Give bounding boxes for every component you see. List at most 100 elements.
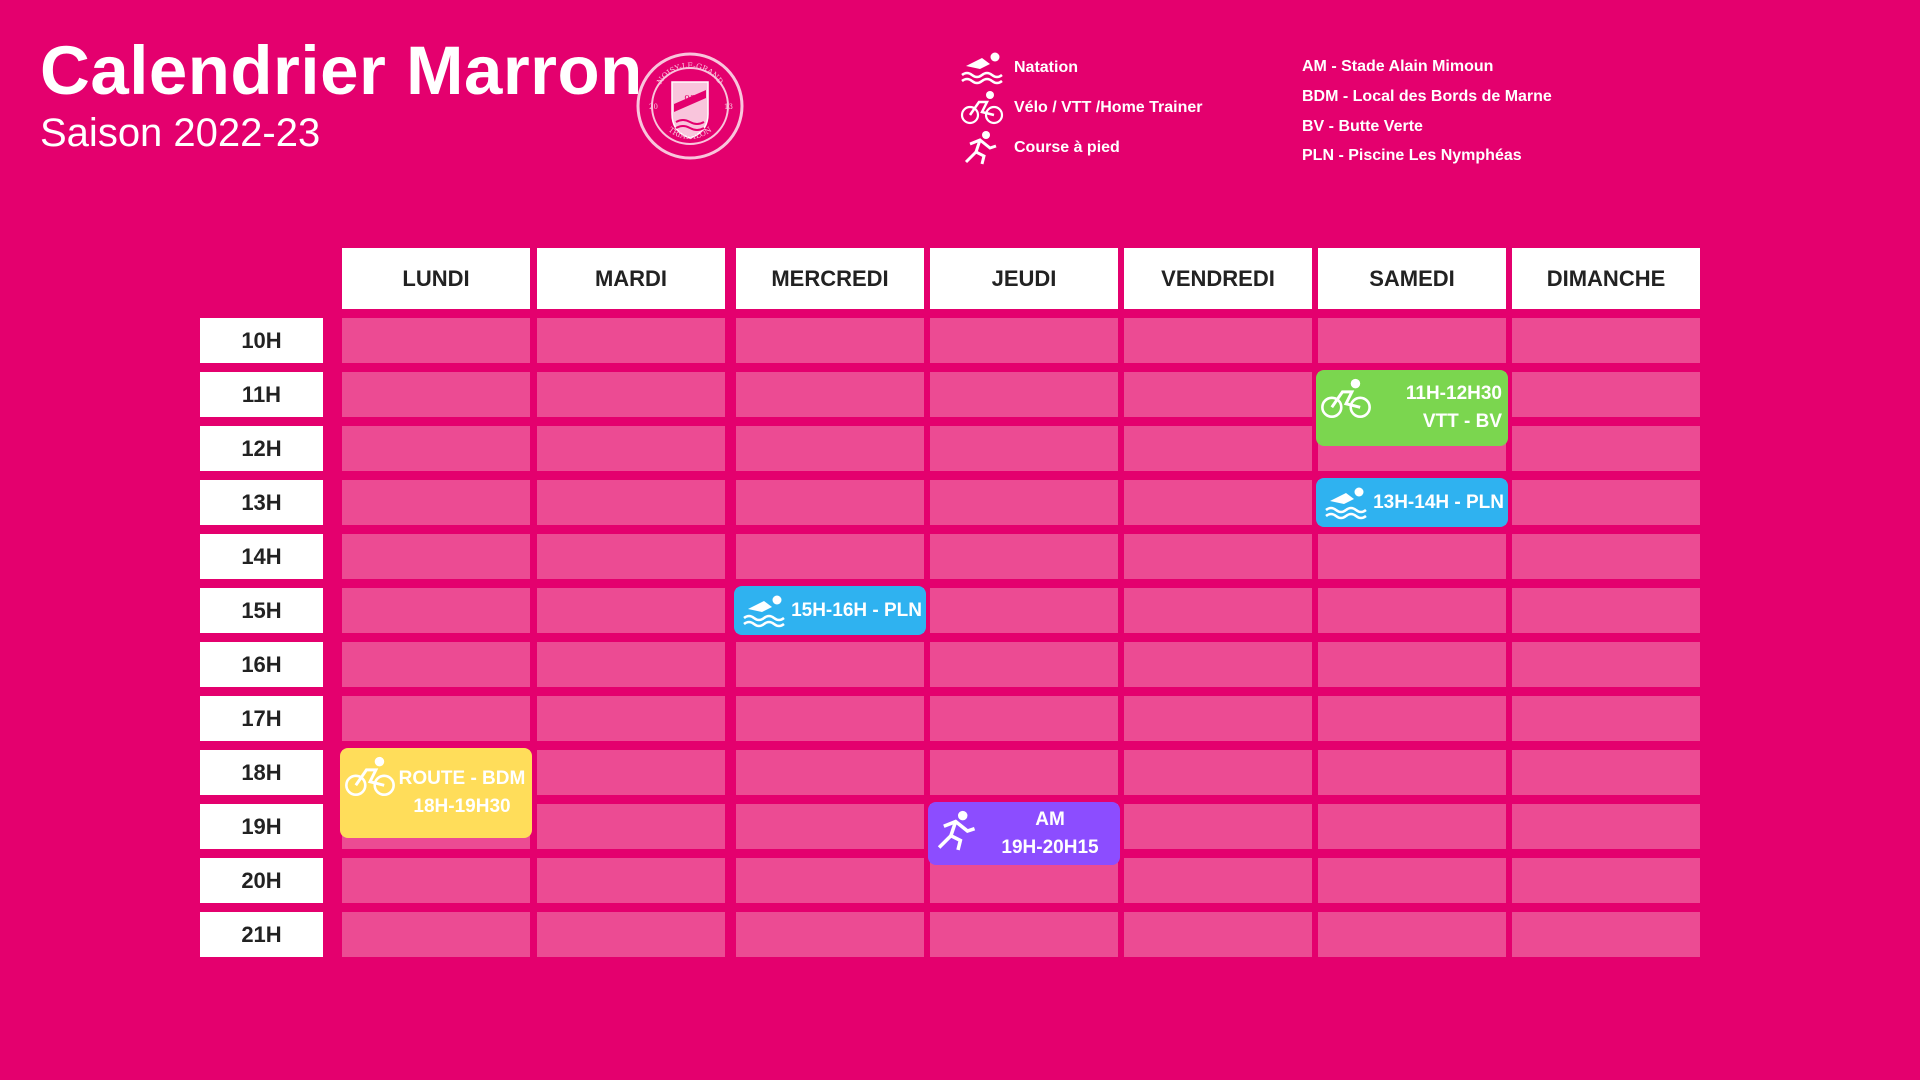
schedule-cell[interactable] (342, 588, 530, 633)
schedule-cell[interactable] (736, 804, 924, 849)
legend-running-label: Course à pied (1014, 139, 1120, 156)
place-bdm: BDM - Local des Bords de Marne (1302, 88, 1552, 105)
schedule-cell[interactable] (537, 804, 725, 849)
schedule-cell[interactable] (537, 588, 725, 633)
event-jeudi-19h[interactable]: AM 19H-20H15 (928, 802, 1120, 865)
schedule-cell[interactable] (1124, 642, 1312, 687)
schedule-cell[interactable] (1124, 912, 1312, 957)
schedule-cell[interactable] (930, 588, 1118, 633)
legend-running: Course à pied (960, 130, 1120, 166)
schedule-cell[interactable] (930, 912, 1118, 957)
schedule-cell[interactable] (537, 750, 725, 795)
schedule-cell[interactable] (736, 372, 924, 417)
schedule-cell[interactable] (342, 642, 530, 687)
schedule-cell[interactable] (736, 318, 924, 363)
schedule-cell[interactable] (537, 534, 725, 579)
schedule-cell[interactable] (736, 912, 924, 957)
schedule-cell[interactable] (736, 750, 924, 795)
schedule-cell[interactable] (537, 480, 725, 525)
hour-label-21h: 21H (200, 912, 323, 957)
schedule-cell[interactable] (1318, 750, 1506, 795)
schedule-cell[interactable] (342, 372, 530, 417)
schedule-cell[interactable] (930, 426, 1118, 471)
schedule-cell[interactable] (1124, 318, 1312, 363)
schedule-cell[interactable] (1124, 696, 1312, 741)
schedule-cell[interactable] (1124, 480, 1312, 525)
schedule-cell[interactable] (736, 642, 924, 687)
schedule-cell[interactable] (930, 696, 1118, 741)
schedule-cell[interactable] (736, 858, 924, 903)
event-line-1: 13H-14H - PLN (1373, 491, 1504, 513)
schedule-cell[interactable] (1512, 804, 1700, 849)
hour-label-16h: 16H (200, 642, 323, 687)
schedule-cell[interactable] (1318, 534, 1506, 579)
event-mercredi-15h[interactable]: 15H-16H - PLN (734, 586, 926, 635)
schedule-cell[interactable] (342, 426, 530, 471)
schedule-cell[interactable] (1512, 858, 1700, 903)
legend-swimming-label: Natation (1014, 59, 1078, 76)
schedule-cell[interactable] (1318, 912, 1506, 957)
schedule-cell[interactable] (930, 534, 1118, 579)
schedule-cell[interactable] (537, 912, 725, 957)
event-line-1: ROUTE - BDM (398, 768, 526, 789)
hour-label-20h: 20H (200, 858, 323, 903)
schedule-cell[interactable] (736, 480, 924, 525)
day-header-mercredi: MERCREDI (736, 248, 924, 309)
schedule-cell[interactable] (1512, 372, 1700, 417)
schedule-cell[interactable] (930, 318, 1118, 363)
schedule-cell[interactable] (342, 912, 530, 957)
schedule-cell[interactable] (1318, 804, 1506, 849)
schedule-cell[interactable] (537, 642, 725, 687)
cyclist-icon (1320, 376, 1372, 422)
schedule-cell[interactable] (342, 318, 530, 363)
schedule-cell[interactable] (1512, 696, 1700, 741)
schedule-cell[interactable] (1318, 588, 1506, 633)
schedule-cell[interactable] (1124, 858, 1312, 903)
cyclist-icon (344, 754, 396, 800)
schedule-cell[interactable] (1124, 750, 1312, 795)
schedule-cell[interactable] (930, 858, 1118, 903)
schedule-cell[interactable] (736, 534, 924, 579)
schedule-cell[interactable] (1512, 426, 1700, 471)
schedule-cell[interactable] (930, 750, 1118, 795)
schedule-cell[interactable] (1124, 534, 1312, 579)
schedule-cell[interactable] (1318, 642, 1506, 687)
schedule-cell[interactable] (1512, 480, 1700, 525)
schedule-cell[interactable] (1318, 858, 1506, 903)
hour-label-11h: 11H (200, 372, 323, 417)
schedule-cell[interactable] (537, 318, 725, 363)
schedule-cell[interactable] (1512, 318, 1700, 363)
schedule-cell[interactable] (1318, 318, 1506, 363)
event-lundi-18h[interactable]: ROUTE - BDM 18H-19H30 (340, 748, 532, 838)
schedule-cell[interactable] (1124, 804, 1312, 849)
schedule-cell[interactable] (537, 858, 725, 903)
schedule-cell[interactable] (1512, 912, 1700, 957)
schedule-cell[interactable] (930, 372, 1118, 417)
schedule-cell[interactable] (1512, 750, 1700, 795)
schedule-cell[interactable] (342, 858, 530, 903)
schedule-cell[interactable] (1124, 372, 1312, 417)
event-line-1: 15H-16H - PLN (791, 599, 922, 621)
schedule-cell[interactable] (736, 696, 924, 741)
event-samedi-13h[interactable]: 13H-14H - PLN (1316, 478, 1508, 527)
schedule-cell[interactable] (1512, 534, 1700, 579)
schedule-cell[interactable] (537, 372, 725, 417)
event-line-2: 18H-19H30 (413, 796, 511, 817)
schedule-cell[interactable] (342, 534, 530, 579)
logo-center-number: 93 (684, 95, 696, 105)
schedule-cell[interactable] (1512, 642, 1700, 687)
event-line-2: VTT - BV (1422, 411, 1502, 432)
schedule-cell[interactable] (736, 426, 924, 471)
schedule-cell[interactable] (1124, 426, 1312, 471)
schedule-cell[interactable] (342, 696, 530, 741)
schedule-cell[interactable] (537, 696, 725, 741)
schedule-cell[interactable] (930, 642, 1118, 687)
schedule-cell[interactable] (1124, 588, 1312, 633)
schedule-cell[interactable] (342, 480, 530, 525)
schedule-cell[interactable] (537, 426, 725, 471)
schedule-cell[interactable] (1512, 588, 1700, 633)
event-samedi-11h[interactable]: 11H-12H30 VTT - BV (1316, 370, 1508, 446)
schedule-cell[interactable] (930, 480, 1118, 525)
swimmer-icon (1320, 485, 1372, 521)
schedule-cell[interactable] (1318, 696, 1506, 741)
